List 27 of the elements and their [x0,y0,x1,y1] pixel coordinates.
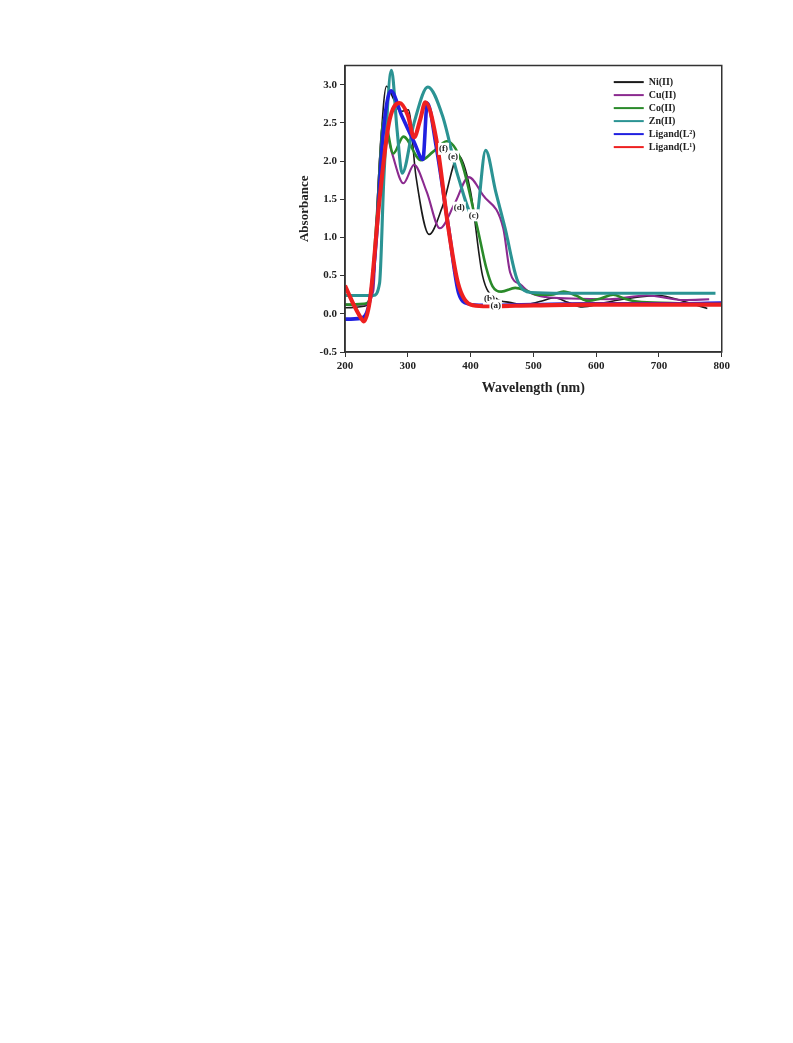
legend-label: Ligand(L¹) [648,140,696,153]
x-tick-label: 700 [650,359,668,372]
y-tick-label: 0.5 [323,268,338,281]
annotation: (d) [453,201,465,212]
annotation: (e) [448,150,459,161]
legend-label: Cu(II) [648,88,676,101]
x-tick-label: 200 [336,359,354,372]
legend-label: Ni(II) [648,75,674,88]
x-tick-label: 600 [587,359,605,372]
x-axis-title: Wavelength (nm) [481,380,586,397]
y-tick-label: 2.5 [323,115,338,128]
x-tick-label: 500 [525,359,543,372]
x-tick-label: 800 [713,359,731,372]
legend-label: Ligand(L²) [648,127,696,140]
y-tick-label: 0.0 [323,306,338,319]
y-tick-label: 2.0 [323,153,338,166]
annotation: (c) [468,209,479,220]
y-tick-label: -0.5 [319,344,338,357]
legend-label: Zn(II) [648,114,676,127]
y-tick-label: 1.5 [323,192,338,205]
y-tick-label: 3.0 [323,77,338,90]
y-axis-title: Absorbance [296,175,312,243]
annotation: (f) [439,143,449,154]
y-tick-label: 1.0 [323,230,338,243]
x-tick-label: 300 [399,359,417,372]
legend-label: Co(II) [648,101,676,114]
x-tick-label: 400 [462,359,480,372]
